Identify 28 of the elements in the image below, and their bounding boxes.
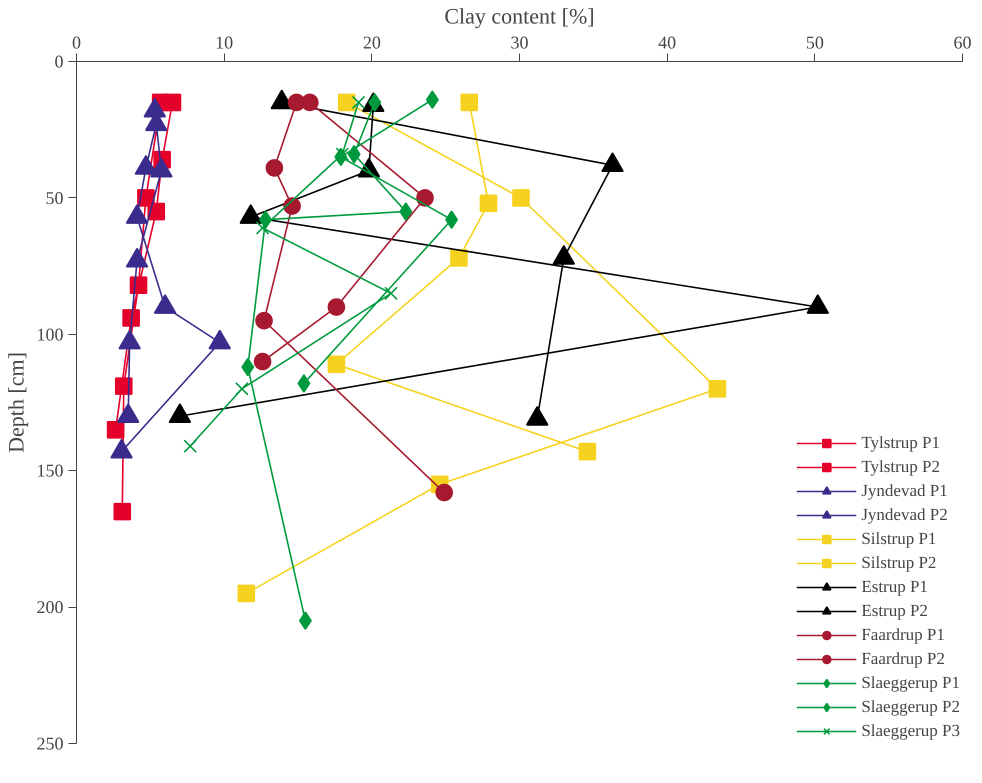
legend-label: Jyndevad P2 — [861, 505, 948, 525]
y-axis-title: Depth [cm] — [4, 352, 28, 453]
legend-label: Tylstrup P2 — [861, 457, 940, 477]
legend-label: Slaeggerup P3 — [861, 721, 960, 741]
legend-label: Estrup P1 — [861, 577, 928, 597]
y-tick-label: 50 — [46, 188, 64, 208]
x-tick-label: 0 — [72, 32, 81, 52]
y-tick-label: 100 — [36, 324, 64, 344]
legend-label: Faardrup P2 — [861, 649, 945, 669]
legend-label: Jyndevad P1 — [861, 481, 948, 501]
legend-label: Slaeggerup P2 — [861, 697, 960, 717]
x-tick-label: 10 — [215, 32, 234, 52]
y-tick-label: 150 — [36, 460, 64, 481]
x-tick-label: 30 — [510, 32, 528, 52]
legend-label: Tylstrup P1 — [861, 433, 940, 453]
x-tick-label: 40 — [658, 32, 676, 52]
legend-label: Silstrup P1 — [861, 529, 936, 549]
x-tick-label: 20 — [362, 32, 381, 52]
legend-label: Faardrup P1 — [861, 625, 945, 645]
y-tick-label: 200 — [36, 597, 64, 618]
x-tick-label: 50 — [806, 32, 824, 52]
y-tick-label: 250 — [36, 734, 64, 754]
legend-label: Silstrup P2 — [861, 553, 936, 573]
x-axis-title: Clay content [%] — [444, 4, 595, 28]
legend-label: Estrup P2 — [861, 601, 928, 621]
x-tick-label: 60 — [954, 32, 972, 52]
legend-label: Slaeggerup P1 — [861, 673, 960, 693]
y-tick-label: 0 — [54, 52, 64, 72]
